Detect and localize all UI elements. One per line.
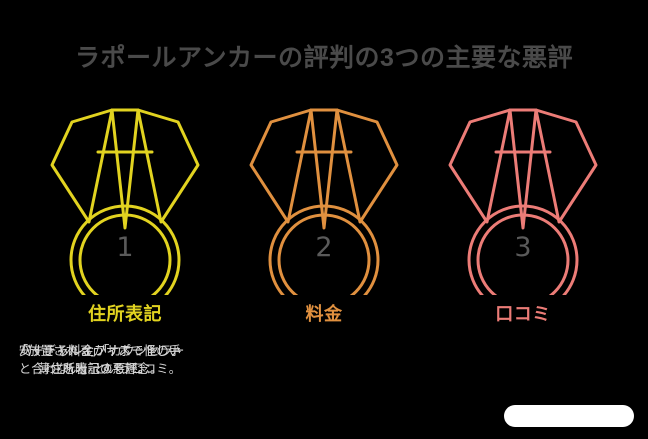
medal-number-2: 2	[315, 232, 333, 263]
medal-icon-red	[448, 108, 598, 295]
page-title: ラポールアンカーの評判の3つの主要な悪評	[75, 44, 573, 72]
medal-graphic-3: 3	[423, 100, 623, 295]
medal-icon-gold	[50, 108, 200, 295]
medal-graphic-1: 1	[25, 100, 225, 295]
medal-column-2: 2	[224, 100, 424, 295]
medal-heading-2: 料金	[305, 304, 343, 324]
bottom-overlay-pill	[504, 405, 634, 427]
medal-graphic-2: 2	[224, 100, 424, 295]
medal-heading-3: 口コミ	[495, 304, 551, 324]
medal-icon-orange	[249, 108, 399, 295]
medal-body-1: バーチャルオフィスで怪しい住所表記の悪評。	[18, 344, 182, 376]
medal-body-2: 安すぎる料金がサポートの手薄さを暗示する懸念。	[18, 344, 182, 376]
medal-number-1: 1	[116, 232, 134, 263]
medal-number-3: 3	[514, 232, 532, 263]
medal-column-3: 3	[423, 100, 623, 295]
medal-body-3: 「放置される」「カウンセラーと合わない」という口コミ。	[15, 344, 185, 376]
medal-column-1: 1	[25, 100, 225, 295]
medal-heading-1: 住所表記	[88, 304, 162, 324]
